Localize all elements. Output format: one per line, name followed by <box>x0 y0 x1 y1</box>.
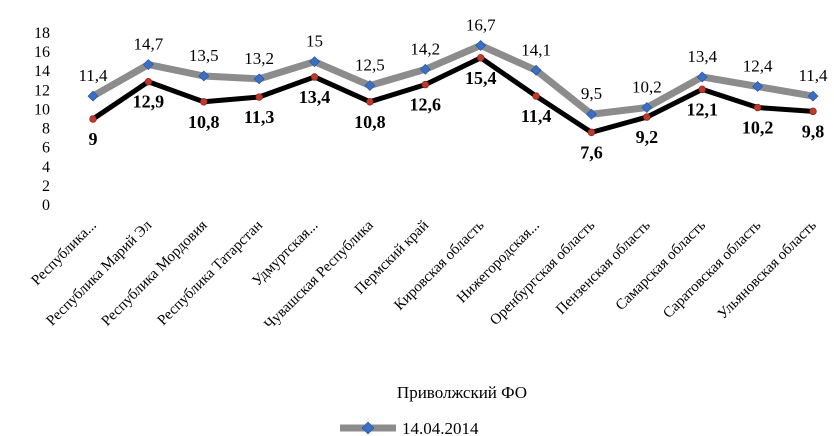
point-marker <box>142 59 154 70</box>
y-axis-ticks: 0 2 4 6 8 10 12 14 16 18 <box>34 25 50 214</box>
point-marker <box>87 90 99 102</box>
y-tick-label: 0 <box>42 197 50 214</box>
x-tick-label: Республика Марий Эл <box>44 217 156 329</box>
point-marker <box>475 39 487 51</box>
data-label: 14,7 <box>134 35 164 54</box>
point-marker <box>253 73 265 85</box>
point-marker <box>643 113 651 121</box>
point-marker <box>364 80 376 91</box>
point-marker <box>366 98 374 106</box>
data-label: 13,2 <box>244 49 274 68</box>
data-label: 9 <box>89 129 98 149</box>
x-tick-label: Пензенская область <box>553 217 654 318</box>
data-label: 11,4 <box>521 106 552 126</box>
point-marker <box>587 128 596 137</box>
data-label: 10,2 <box>742 118 774 138</box>
x-tick-label: Республика Татарстан <box>155 218 266 329</box>
data-label: 15 <box>306 32 323 51</box>
y-tick-label: 16 <box>34 44 50 61</box>
data-label: 11,4 <box>78 66 108 85</box>
point-marker <box>752 81 764 92</box>
point-marker <box>89 115 97 123</box>
x-axis-title: Приволжский ФО <box>397 383 527 402</box>
y-tick-label: 6 <box>42 140 50 157</box>
data-label: 12,5 <box>355 56 385 75</box>
data-label: 16,7 <box>466 15 496 34</box>
data-label: 13,4 <box>299 87 331 107</box>
data-label: 10,8 <box>188 112 220 132</box>
series-line-2 <box>90 55 816 135</box>
data-label: 13,4 <box>687 47 717 66</box>
point-marker <box>310 73 319 81</box>
point-marker <box>476 54 485 62</box>
point-marker <box>586 108 597 120</box>
point-marker <box>641 102 653 113</box>
legend-label: 14.04.2014 <box>402 419 479 436</box>
data-label: 15,4 <box>465 68 497 88</box>
x-tick-label: Оренбургская область <box>487 217 598 328</box>
y-tick-label: 8 <box>42 121 50 138</box>
point-marker <box>532 92 540 100</box>
data-label: 12,6 <box>410 95 442 115</box>
legend: 14.04.2014 <box>340 419 479 436</box>
y-tick-label: 12 <box>34 82 50 99</box>
data-label: 12,9 <box>133 92 165 112</box>
y-tick-label: 10 <box>34 101 50 118</box>
data-label: 11,4 <box>798 66 828 85</box>
data-label: 9,2 <box>636 127 659 147</box>
data-label: 14,1 <box>521 40 551 59</box>
x-tick-label: Саратовская область <box>660 217 764 321</box>
data-label: 9,5 <box>581 84 602 103</box>
data-label: 10,8 <box>354 112 386 132</box>
series-lines <box>87 39 819 137</box>
point-marker <box>698 85 706 94</box>
point-marker <box>753 103 762 112</box>
series-line-1 <box>89 41 817 118</box>
point-marker <box>144 78 153 86</box>
point-marker <box>530 64 542 76</box>
data-label: 12,1 <box>686 99 718 119</box>
data-label: 14,2 <box>410 39 440 58</box>
point-marker <box>807 90 819 102</box>
data-label: 9,8 <box>802 121 825 141</box>
data-label: 13,5 <box>189 46 219 65</box>
point-marker <box>696 71 708 83</box>
point-marker <box>198 70 210 82</box>
point-marker <box>809 107 817 116</box>
x-tick-label: Ульяновская область <box>715 217 820 322</box>
x-tick-label: Чувашская Республика <box>261 217 377 333</box>
data-label: 11,3 <box>244 107 275 127</box>
point-marker <box>419 63 431 75</box>
data-label: 10,2 <box>632 78 662 97</box>
point-marker <box>421 80 430 89</box>
y-tick-label: 4 <box>42 159 50 176</box>
data-label: 7,6 <box>580 142 603 162</box>
data-label: 12,4 <box>743 57 773 76</box>
x-tick-label: Республика Мордовия <box>99 217 211 329</box>
data-labels: 11,4 14,7 13,5 13,2 15 12,5 14,2 16,7 14,1 9,5 10,… <box>78 15 828 162</box>
point-marker <box>200 98 208 106</box>
y-tick-label: 18 <box>34 25 50 42</box>
y-tick-label: 2 <box>42 178 50 195</box>
legend-marker <box>361 421 375 435</box>
point-marker <box>309 56 320 68</box>
y-tick-label: 14 <box>34 63 50 80</box>
point-marker <box>255 93 263 101</box>
x-axis-category-labels: Республика...Республика Марий ЭлРеспубли… <box>28 217 819 333</box>
